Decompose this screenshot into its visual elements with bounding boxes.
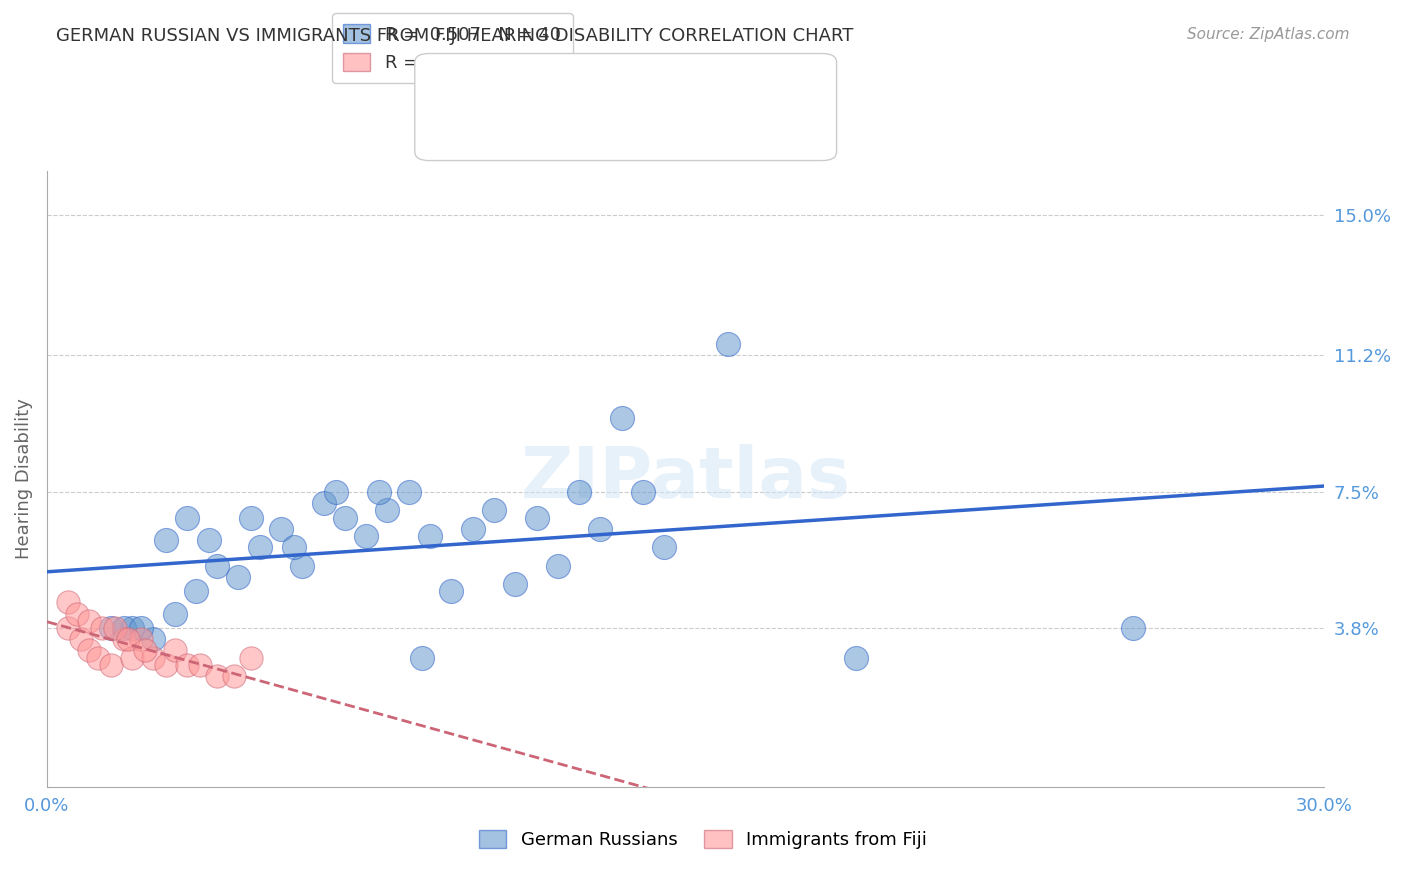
Point — [461, 522, 484, 536]
Point — [129, 632, 152, 647]
Legend: German Russians, Immigrants from Fiji: German Russians, Immigrants from Fiji — [472, 822, 934, 856]
Point — [79, 643, 101, 657]
Point — [411, 650, 433, 665]
Point — [503, 577, 526, 591]
Point — [176, 510, 198, 524]
Point — [240, 650, 263, 665]
Point — [121, 621, 143, 635]
Point — [70, 632, 93, 647]
Text: ZIPatlas: ZIPatlas — [520, 444, 851, 514]
Point — [112, 632, 135, 647]
Point — [610, 411, 633, 425]
Point — [56, 621, 79, 635]
Point — [270, 522, 292, 536]
Point — [240, 510, 263, 524]
Point — [104, 621, 127, 635]
Point — [205, 669, 228, 683]
Point — [845, 650, 868, 665]
Point — [1122, 621, 1144, 635]
Point — [176, 658, 198, 673]
Point — [354, 529, 377, 543]
Point — [291, 558, 314, 573]
Y-axis label: Hearing Disability: Hearing Disability — [15, 399, 32, 559]
Point — [249, 540, 271, 554]
Text: GERMAN RUSSIAN VS IMMIGRANTS FROM FIJI HEARING DISABILITY CORRELATION CHART: GERMAN RUSSIAN VS IMMIGRANTS FROM FIJI H… — [56, 27, 853, 45]
Point — [100, 658, 122, 673]
Point — [79, 614, 101, 628]
Point — [717, 337, 740, 351]
Point — [482, 503, 505, 517]
Point — [312, 496, 335, 510]
Point — [100, 621, 122, 635]
Point — [377, 503, 399, 517]
Point — [142, 632, 165, 647]
Point — [163, 643, 186, 657]
Point — [87, 650, 110, 665]
Point — [419, 529, 441, 543]
Point — [155, 658, 177, 673]
Point — [66, 607, 89, 621]
Point — [134, 643, 156, 657]
Point — [547, 558, 569, 573]
Point — [398, 484, 420, 499]
Point — [197, 533, 219, 547]
Point — [184, 584, 207, 599]
Point — [188, 658, 211, 673]
Point — [142, 650, 165, 665]
Point — [526, 510, 548, 524]
Point — [224, 669, 246, 683]
Point — [283, 540, 305, 554]
Legend: R =  0.507   N = 40, R = -0.381   N = 23: R = 0.507 N = 40, R = -0.381 N = 23 — [332, 13, 572, 83]
Point — [228, 569, 250, 583]
Point — [91, 621, 114, 635]
Point — [117, 632, 139, 647]
Point — [112, 621, 135, 635]
Point — [368, 484, 391, 499]
Point — [163, 607, 186, 621]
Point — [568, 484, 591, 499]
Point — [155, 533, 177, 547]
Point — [440, 584, 463, 599]
Point — [589, 522, 612, 536]
Point — [325, 484, 347, 499]
Point — [652, 540, 675, 554]
Point — [205, 558, 228, 573]
Text: Source: ZipAtlas.com: Source: ZipAtlas.com — [1187, 27, 1350, 42]
Point — [56, 595, 79, 609]
Point — [333, 510, 356, 524]
Point — [631, 484, 654, 499]
Point — [121, 650, 143, 665]
Point — [129, 621, 152, 635]
